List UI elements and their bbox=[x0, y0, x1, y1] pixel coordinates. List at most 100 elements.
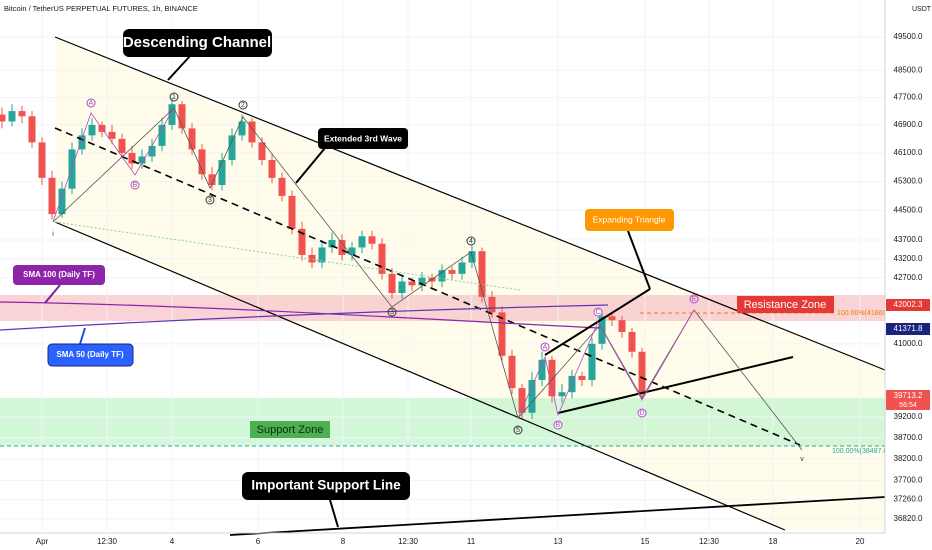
wave-label: 4 bbox=[469, 238, 473, 245]
sma-100 bbox=[0, 301, 601, 329]
candle-body bbox=[168, 104, 176, 125]
candle-body bbox=[238, 121, 246, 136]
x-tick-label: 15 bbox=[641, 537, 650, 546]
callout-box bbox=[585, 209, 674, 231]
callout-box bbox=[242, 472, 410, 500]
wave-label: B bbox=[133, 182, 138, 189]
candle-body bbox=[158, 124, 166, 146]
candle-body bbox=[508, 355, 516, 389]
triangle-path bbox=[517, 309, 695, 419]
candle-body bbox=[18, 111, 26, 117]
candle-body bbox=[578, 375, 586, 380]
y-tick-label: 43200.0 bbox=[894, 254, 923, 263]
candle-body bbox=[568, 375, 576, 393]
y-tick-label: 48500.0 bbox=[894, 65, 923, 74]
wave-labels: i A B 1 3 2 3 4 5 A B C D E v bbox=[52, 92, 804, 463]
y-tick-label: 42700.0 bbox=[894, 273, 923, 282]
y-tick-label: 47700.0 bbox=[894, 92, 923, 101]
triangle-bottom bbox=[557, 356, 794, 414]
candle-body bbox=[138, 156, 146, 164]
callout-box bbox=[318, 128, 408, 149]
x-tick-label: 6 bbox=[256, 537, 261, 546]
candle-body bbox=[638, 351, 646, 395]
countdown: 56:54 bbox=[899, 402, 917, 409]
candle-body bbox=[618, 320, 626, 332]
candle-body bbox=[478, 251, 486, 297]
callout-box bbox=[737, 296, 834, 313]
callout-text: Important Support Line bbox=[251, 478, 401, 493]
candle-body bbox=[108, 131, 116, 139]
triangle-top bbox=[544, 288, 651, 356]
price-tag bbox=[886, 323, 930, 335]
wave-circle bbox=[387, 307, 397, 317]
wave-circle bbox=[637, 408, 647, 418]
x-tick-label: 8 bbox=[341, 537, 346, 546]
support-zone bbox=[0, 398, 885, 446]
candle-body bbox=[188, 128, 196, 150]
y-tick-label: 37700.0 bbox=[894, 476, 923, 485]
candle-body bbox=[288, 195, 296, 229]
y-tick-label: 44500.0 bbox=[894, 206, 923, 215]
candle-body bbox=[298, 228, 306, 255]
callout-text: Resistance Zone bbox=[744, 299, 827, 311]
candle-body bbox=[178, 104, 186, 129]
candle-body bbox=[308, 254, 316, 263]
wave-circle bbox=[169, 92, 179, 102]
callout-text: Descending Channel bbox=[123, 34, 271, 51]
candle-body bbox=[388, 273, 396, 294]
callout-text: Expanding Triangle bbox=[593, 214, 666, 224]
price-tag-text: 42002.3 bbox=[894, 300, 923, 309]
y-tick-label: 36820.0 bbox=[894, 514, 923, 523]
candle-body bbox=[28, 116, 36, 143]
candle-body bbox=[548, 359, 556, 397]
y-tick-label: 45300.0 bbox=[894, 177, 923, 186]
candle-body bbox=[68, 149, 76, 189]
candle-body bbox=[628, 331, 636, 352]
wave-label: C bbox=[595, 309, 600, 316]
x-tick-label: 12:30 bbox=[398, 537, 419, 546]
wave-circle bbox=[86, 98, 96, 108]
candle-body bbox=[458, 262, 466, 274]
y-tick-label: 39200.0 bbox=[894, 412, 923, 421]
wave-label: 2 bbox=[241, 102, 245, 109]
candle-body bbox=[588, 343, 596, 380]
candle-body bbox=[278, 177, 286, 196]
pointer bbox=[295, 147, 326, 184]
channel-upper bbox=[54, 36, 886, 371]
candle-body bbox=[488, 296, 496, 313]
candle-body bbox=[398, 281, 406, 294]
axis-labels: 49500.0 48500.0 47700.0 46900.0 46100.0 45300… bbox=[36, 32, 923, 546]
candle-body bbox=[218, 160, 226, 186]
price-tag bbox=[886, 299, 930, 311]
candle-body bbox=[608, 316, 616, 321]
candle-body bbox=[248, 121, 256, 143]
wave-circle bbox=[205, 195, 215, 205]
candle-body bbox=[328, 239, 336, 248]
candle-body bbox=[438, 270, 446, 282]
callout-box bbox=[123, 29, 272, 57]
wave-label: 1 bbox=[172, 94, 176, 101]
callout-box bbox=[47, 343, 134, 367]
wave-label: v bbox=[800, 456, 804, 463]
callout-box bbox=[13, 265, 105, 285]
candle-body bbox=[258, 142, 266, 161]
x-tick-label: 20 bbox=[856, 537, 865, 546]
callout-text: Support Zone bbox=[257, 424, 324, 436]
abc-path bbox=[52, 107, 175, 223]
x-tick-label: 4 bbox=[170, 537, 175, 546]
candle-body bbox=[128, 152, 136, 164]
currency: USDT bbox=[912, 6, 932, 13]
channel-mid bbox=[54, 127, 801, 446]
candle-body bbox=[408, 281, 416, 286]
x-tick-label: 18 bbox=[769, 537, 778, 546]
drawings bbox=[0, 36, 886, 536]
candle-body bbox=[198, 149, 206, 175]
wave-label: B bbox=[556, 422, 561, 429]
candle-body bbox=[528, 379, 536, 413]
y-tick-label: 38200.0 bbox=[894, 454, 923, 463]
wave-label: A bbox=[89, 100, 94, 107]
wave-circle bbox=[466, 236, 476, 246]
price-tag-text: 39713.2 bbox=[894, 391, 923, 400]
candle-body bbox=[418, 277, 426, 286]
candle-body bbox=[208, 174, 216, 186]
